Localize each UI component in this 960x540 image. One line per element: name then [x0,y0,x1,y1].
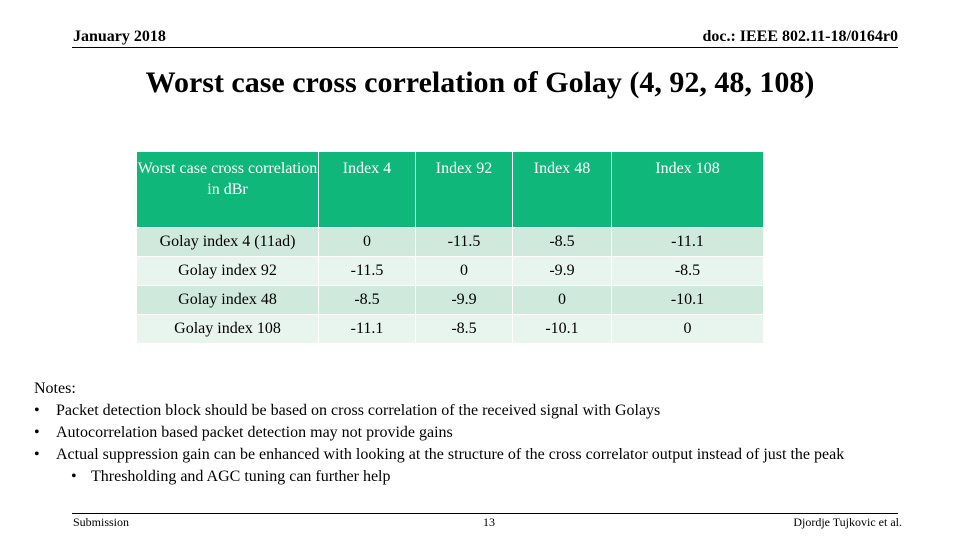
header-doc-id: doc.: IEEE 802.11-18/0164r0 [702,28,898,45]
table-cell: Golay index 48 [136,285,319,315]
list-item: • Packet detection block should be based … [34,400,844,422]
list-item-text: Thresholding and AGC tuning can further … [91,468,391,485]
header-divider [72,47,898,48]
table-cell: 0 [512,285,612,315]
list-item: • Autocorrelation based packet detection … [34,422,844,444]
table-cell: 0 [318,227,416,257]
table-row: Golay index 108 -11.1 -8.5 -10.1 0 [136,314,764,344]
bullet-icon: • [34,424,40,441]
table-row: Golay index 48 -8.5 -9.9 0 -10.1 [136,285,764,315]
table-cell: -11.5 [415,227,513,257]
list-item-text: Actual suppression gain can be enhanced … [56,446,845,463]
table-cell: -10.1 [512,314,612,344]
table-cell: -9.9 [512,256,612,286]
table-cell: Golay index 92 [136,256,319,286]
correlation-table: Worst case cross correlation in dBr Inde… [136,151,764,344]
notes-heading: Notes: [34,380,76,397]
list-item: • Actual suppression gain can be enhanced… [34,444,844,466]
table-header-cell: Index 108 [611,151,764,228]
slide-title: Worst case cross correlation of Golay (4… [145,66,815,99]
footer-divider [72,513,898,514]
table-cell: Golay index 4 (11ad) [136,227,319,257]
bullet-icon: • [34,402,40,419]
table-cell: -11.5 [318,256,416,286]
footer-author: Djordje Tujkovic et al. [793,515,902,529]
table-row: Golay index 92 -11.5 0 -9.9 -8.5 [136,256,764,286]
table-header-cell: Worst case cross correlation in dBr [136,151,319,228]
notes-list: • Packet detection block should be based … [34,400,844,488]
bullet-icon: • [34,446,40,463]
table-cell: -8.5 [512,227,612,257]
table-header-row: Worst case cross correlation in dBr Inde… [136,151,764,228]
table-cell: -11.1 [611,227,764,257]
table-cell: Golay index 108 [136,314,319,344]
sub-list-item: • Thresholding and AGC tuning can further… [34,466,844,488]
table-cell: -8.5 [318,285,416,315]
table-cell: 0 [415,256,513,286]
table-header-cell: Index 4 [318,151,416,228]
table-cell: -9.9 [415,285,513,315]
footer-submission: Submission [73,515,130,529]
table-header-cell: Index 48 [512,151,612,228]
table-row: Golay index 4 (11ad) 0 -11.5 -8.5 -11.1 [136,227,764,257]
table-header-cell: Index 92 [415,151,513,228]
list-item-text: Packet detection block should be based o… [56,402,661,419]
list-item-text: Autocorrelation based packet detection m… [56,424,453,441]
table-cell: -10.1 [611,285,764,315]
table-cell: -8.5 [415,314,513,344]
notes-block: Notes: • Packet detection block should be… [34,378,844,488]
header-date: January 2018 [73,28,166,45]
table-cell: 0 [611,314,764,344]
bullet-icon: • [71,468,77,485]
table-cell: -11.1 [318,314,416,344]
page-number: 13 [483,515,495,529]
table-cell: -8.5 [611,256,764,286]
